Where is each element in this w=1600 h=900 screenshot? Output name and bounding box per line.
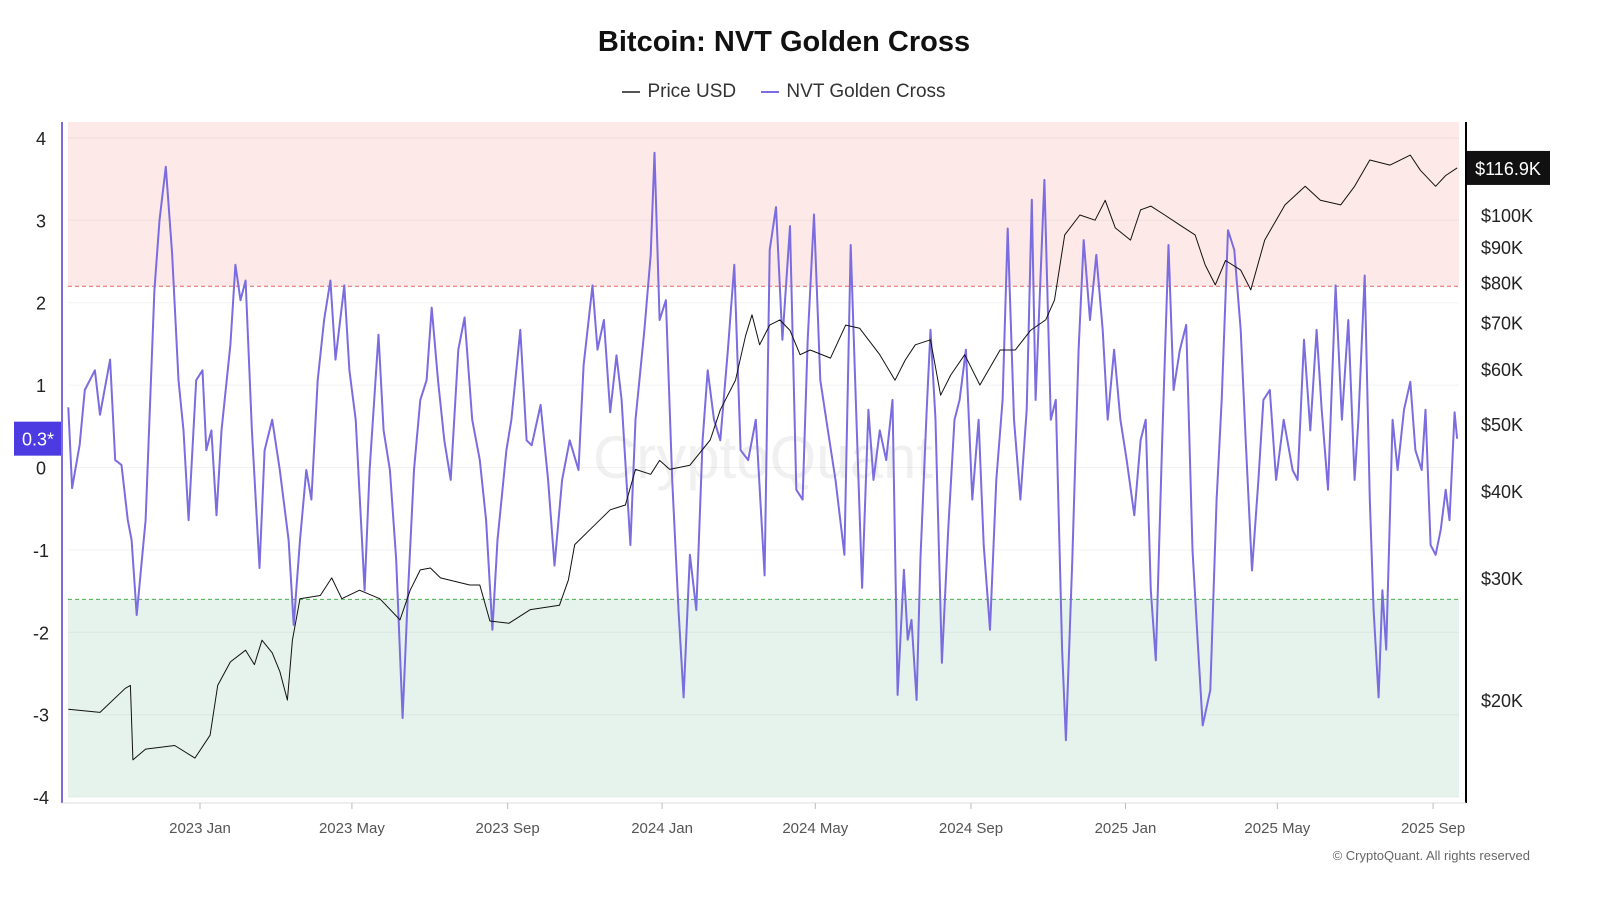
x-tick-label: 2025 Jan [1095, 820, 1157, 837]
right-tick-label: $40K [1481, 482, 1523, 502]
left-tick-label: 1 [36, 376, 46, 396]
x-tick-label: 2023 Sep [476, 820, 540, 837]
left-tick-label: 0 [36, 459, 46, 479]
legend-item-price[interactable]: Price USD [622, 81, 736, 103]
legend-label: Price USD [647, 81, 737, 102]
x-tick-label: 2024 May [782, 820, 848, 837]
left-tick-label: 3 [36, 211, 46, 231]
price-swatch-icon [622, 91, 641, 93]
left-tick-label: 2 [36, 294, 46, 314]
left-tick-label: 4 [36, 129, 46, 149]
watermark: CryptoQuant [593, 424, 933, 491]
x-tick-label: 2025 Sep [1401, 820, 1465, 837]
price-usd-line [68, 154, 1458, 761]
right-tick-label: $50K [1481, 415, 1523, 435]
x-tick-label: 2023 May [319, 820, 385, 837]
right-tick-label: $80K [1481, 273, 1523, 293]
oversold-zone [68, 599, 1459, 798]
left-tick-label: -4 [33, 788, 49, 808]
right-tick-label: $90K [1481, 238, 1523, 258]
nvt-golden-cross-line [67, 151, 1459, 742]
chart-title: Bitcoin: NVT Golden Cross [597, 26, 971, 58]
legend-item-nvt[interactable]: NVT Golden Cross [761, 81, 946, 103]
nvt-current-value-label: 0.3* [22, 430, 54, 450]
copyright-credit: © CryptoQuant. All rights reserved [1332, 848, 1530, 863]
x-tick-label: 2025 May [1244, 820, 1310, 837]
legend: Price USD NVT Golden Cross [0, 77, 1568, 103]
price-current-value-label: $116.9K [1475, 159, 1541, 179]
right-tick-label: $100K [1481, 206, 1533, 226]
right-tick-label: $20K [1481, 691, 1523, 711]
left-tick-label: -3 [33, 706, 49, 726]
right-tick-label: $30K [1481, 569, 1523, 589]
legend-label: NVT Golden Cross [786, 81, 946, 102]
left-tick-label: -1 [33, 541, 49, 561]
x-tick-label: 2024 Jan [631, 820, 693, 837]
nvt-swatch-icon [761, 91, 780, 93]
nvt-current-value-badge [14, 421, 61, 456]
right-tick-label: $60K [1481, 360, 1523, 380]
price-current-value-badge [1467, 150, 1550, 185]
right-tick-label: $70K [1481, 314, 1523, 334]
overbought-zone [68, 122, 1459, 287]
x-tick-label: 2024 Sep [939, 820, 1003, 837]
left-tick-label: -2 [33, 623, 49, 643]
x-tick-label: 2023 Jan [169, 820, 231, 837]
